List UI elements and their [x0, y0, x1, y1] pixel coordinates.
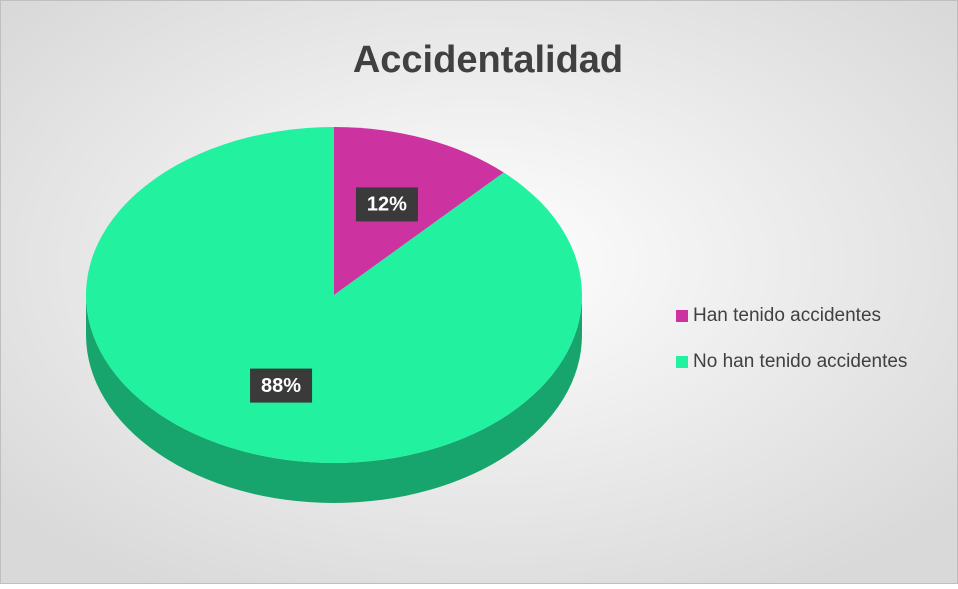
pie-slice	[85, 127, 583, 463]
data-label: 12%	[367, 194, 407, 216]
legend-swatch	[676, 356, 688, 368]
legend-swatch	[676, 310, 688, 322]
pie-slice	[334, 127, 504, 295]
chart-title: Accidentalidad	[353, 39, 623, 81]
legend-label: Han tenido accidentes	[693, 305, 881, 326]
legend-label: No han tenido accidentes	[693, 351, 907, 372]
data-label-box	[355, 187, 418, 222]
data-label-box	[250, 368, 313, 403]
pie-slice-side	[86, 295, 582, 503]
data-label: 88%	[261, 375, 301, 397]
